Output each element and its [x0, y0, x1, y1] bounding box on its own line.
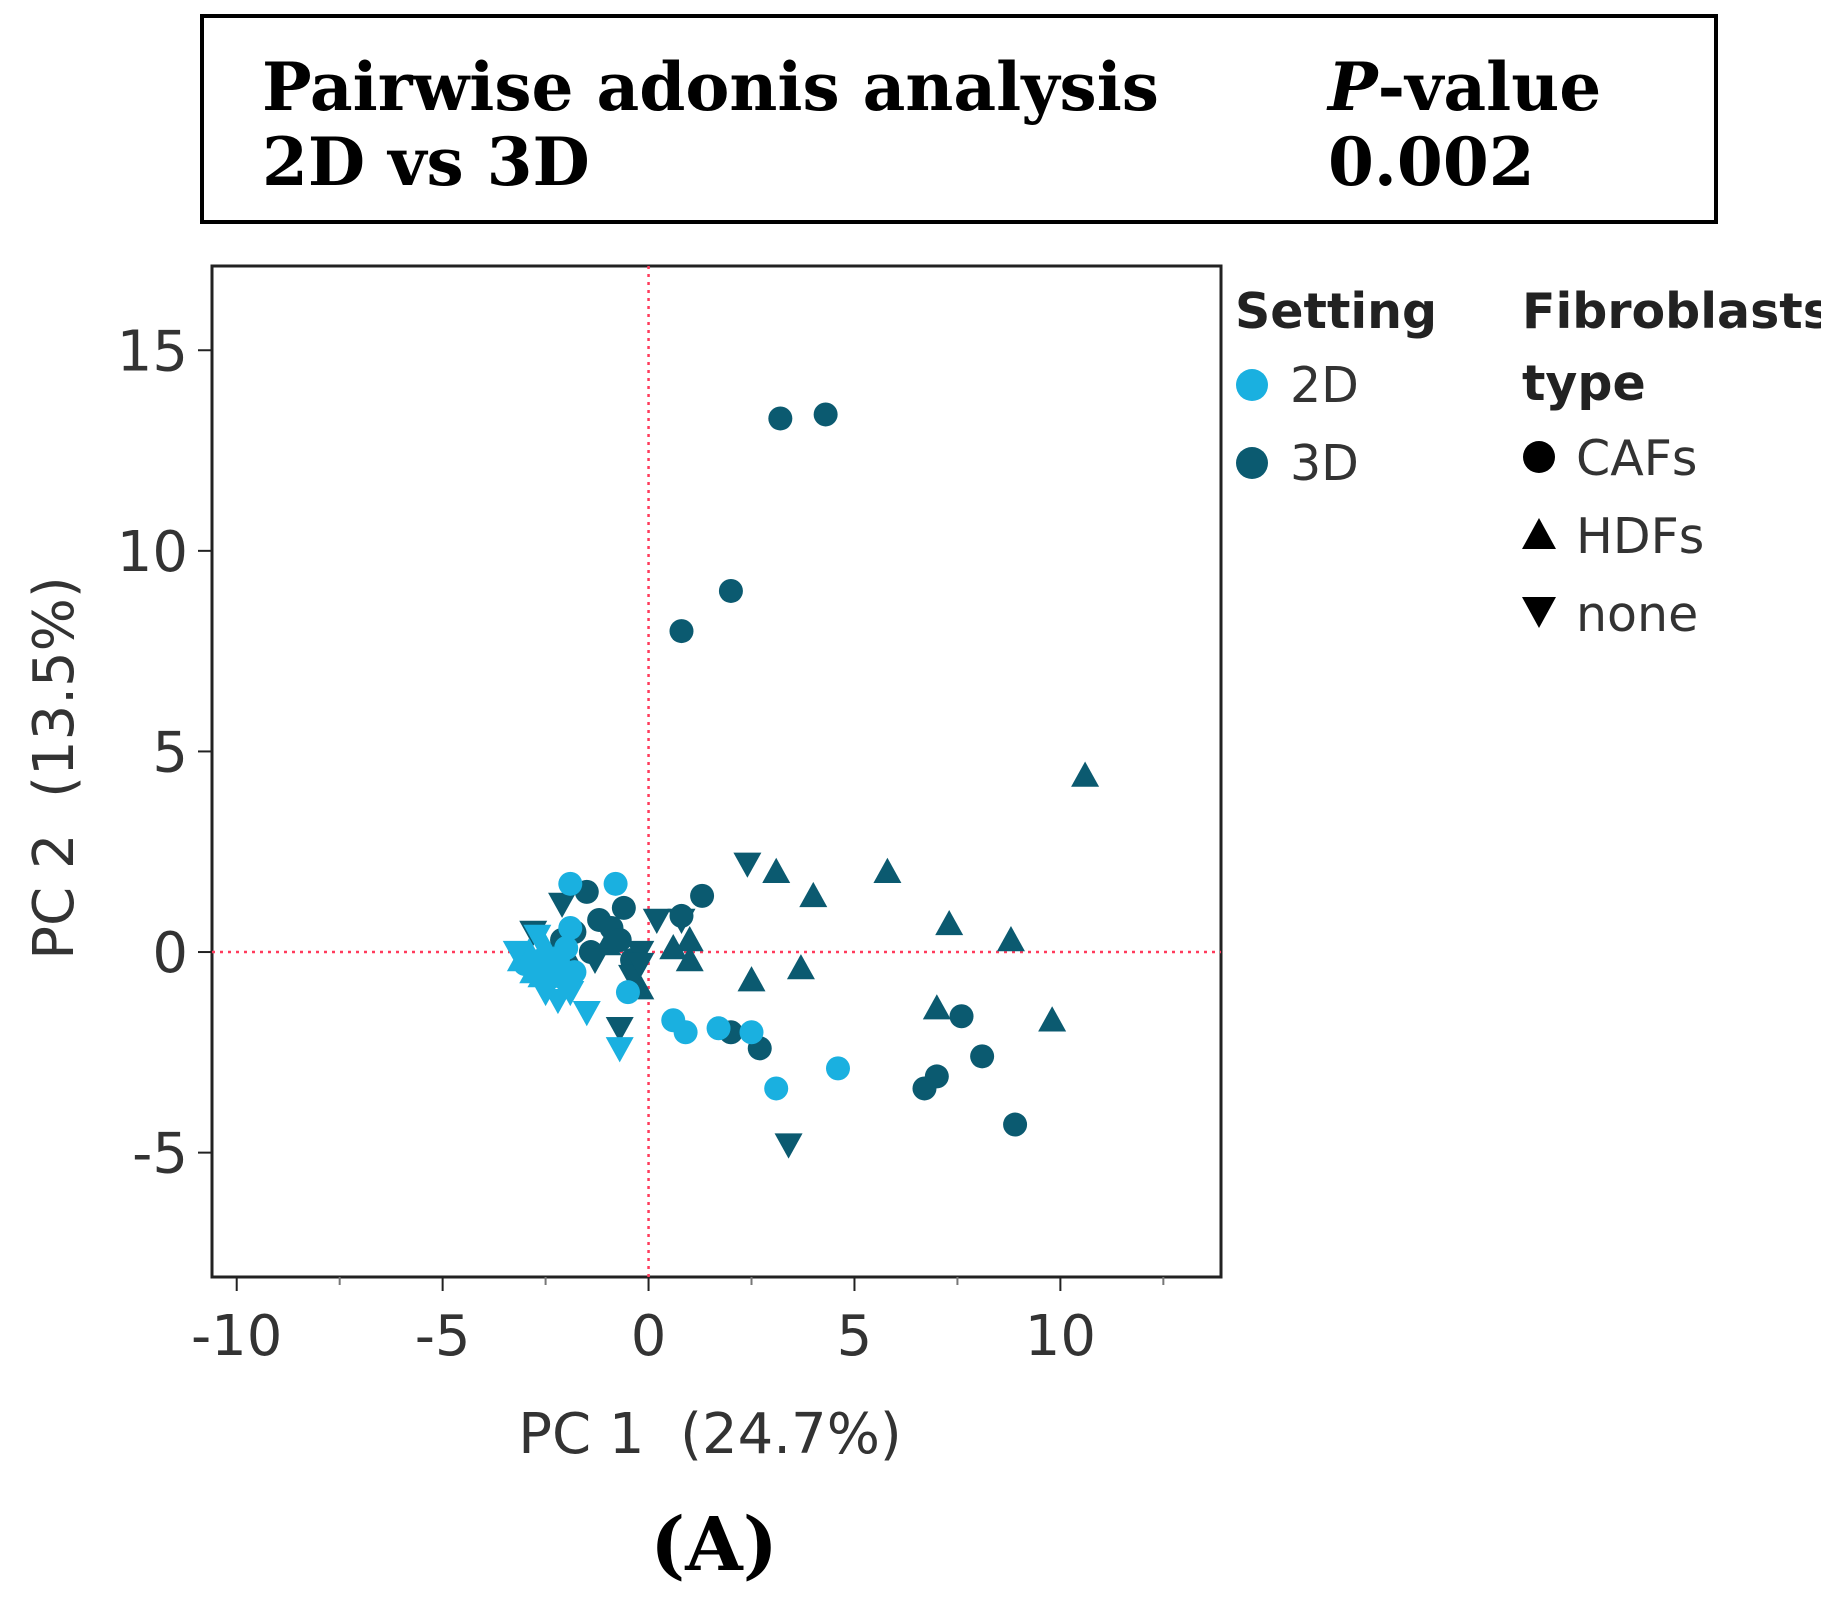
data-point: [949, 1004, 974, 1029]
x-tick-label: -10: [191, 1304, 282, 1369]
x-tick-label: 10: [1025, 1304, 1096, 1369]
plot-frame: [210, 264, 1223, 1279]
data-point: [667, 908, 696, 934]
x-axis-title: PC 1 (24.7%): [518, 1402, 902, 1467]
data-point: [718, 578, 743, 603]
data-point: [605, 1037, 634, 1063]
data-point: [615, 980, 640, 1005]
data-point: [611, 895, 636, 920]
legend-2d-swatch: [1236, 369, 1268, 401]
scatter-points: [502, 402, 1100, 1159]
data-point: [523, 924, 552, 950]
reference-lines: [212, 266, 1221, 1277]
panel-label: (A): [650, 1502, 777, 1588]
data-point: [605, 1017, 634, 1043]
data-point: [922, 994, 951, 1020]
legend-none-label: none: [1576, 586, 1698, 643]
data-point: [548, 892, 577, 918]
y-tick-label: 15: [117, 319, 188, 384]
x-axis-ticks: -10 -5 0 5 10: [191, 1277, 1165, 1369]
pvalue-value: 0.002: [1328, 123, 1535, 201]
y-axis-title: PC 2 (13.5%): [22, 576, 87, 960]
data-point: [675, 926, 704, 952]
data-point: [774, 1133, 803, 1159]
stats-box: [200, 14, 1718, 224]
data-point: [543, 988, 572, 1015]
data-point: [669, 619, 694, 644]
data-point: [531, 980, 560, 1007]
stats-box-title: Pairwise adonis analysis: [262, 48, 1159, 126]
data-point: [558, 871, 583, 896]
pvalue-label-italic: P: [1326, 48, 1380, 126]
y-tick-label: 0: [152, 921, 188, 986]
data-point: [737, 966, 766, 992]
legend-3d-swatch: [1236, 447, 1268, 479]
data-point: [706, 1016, 731, 1041]
data-point: [786, 954, 815, 980]
data-point: [799, 881, 828, 908]
data-point: [912, 1076, 937, 1101]
data-point: [825, 1056, 850, 1081]
legend-2d-label: 2D: [1290, 357, 1359, 414]
y-axis-ticks: 15 10 5 0 -5: [117, 319, 212, 1187]
legend-cafs-swatch: [1523, 441, 1555, 473]
data-point: [1003, 1112, 1028, 1137]
pvalue-label: P-value: [1326, 48, 1601, 126]
data-point: [996, 926, 1025, 952]
data-point: [764, 1076, 789, 1101]
y-tick-label: 5: [152, 720, 188, 785]
data-point: [739, 1020, 764, 1045]
data-point: [690, 883, 715, 908]
stats-box-comparison: 2D vs 3D: [262, 123, 590, 201]
data-point: [675, 946, 704, 972]
data-point: [558, 915, 583, 940]
data-point: [659, 934, 688, 960]
pvalue-label-rest: -value: [1378, 48, 1602, 126]
y-tick-label: 10: [117, 520, 188, 585]
legend-fibroblasts-title-1: Fibroblasts: [1522, 283, 1821, 340]
legend-none-swatch: [1522, 597, 1556, 628]
data-point: [1071, 761, 1100, 787]
x-tick-label: 5: [837, 1304, 873, 1369]
data-point: [603, 871, 628, 896]
legend-hdfs-label: HDFs: [1576, 508, 1704, 565]
legend-cafs-label: CAFs: [1576, 430, 1697, 487]
data-point: [873, 857, 902, 883]
data-point: [813, 402, 838, 427]
data-point: [581, 948, 610, 975]
x-tick-label: 0: [631, 1304, 667, 1369]
series-2d-none: [502, 924, 634, 1063]
x-tick-label: -5: [415, 1304, 471, 1369]
data-point: [733, 852, 762, 878]
data-point: [768, 406, 793, 431]
legend-3d-label: 3D: [1290, 435, 1359, 492]
data-point: [572, 1001, 601, 1027]
legend-fibroblasts-title-2: type: [1522, 355, 1646, 412]
data-point: [556, 980, 585, 1007]
data-point: [502, 940, 531, 967]
data-point: [762, 857, 791, 883]
data-point: [1038, 1006, 1067, 1032]
data-point: [673, 1020, 698, 1045]
legend-hdfs-swatch: [1522, 518, 1556, 549]
data-point: [642, 908, 671, 934]
data-point: [970, 1044, 995, 1069]
data-point: [626, 952, 655, 979]
legend-setting-title: Setting: [1235, 283, 1437, 340]
y-tick-label: -5: [132, 1122, 188, 1187]
data-point: [935, 909, 964, 936]
